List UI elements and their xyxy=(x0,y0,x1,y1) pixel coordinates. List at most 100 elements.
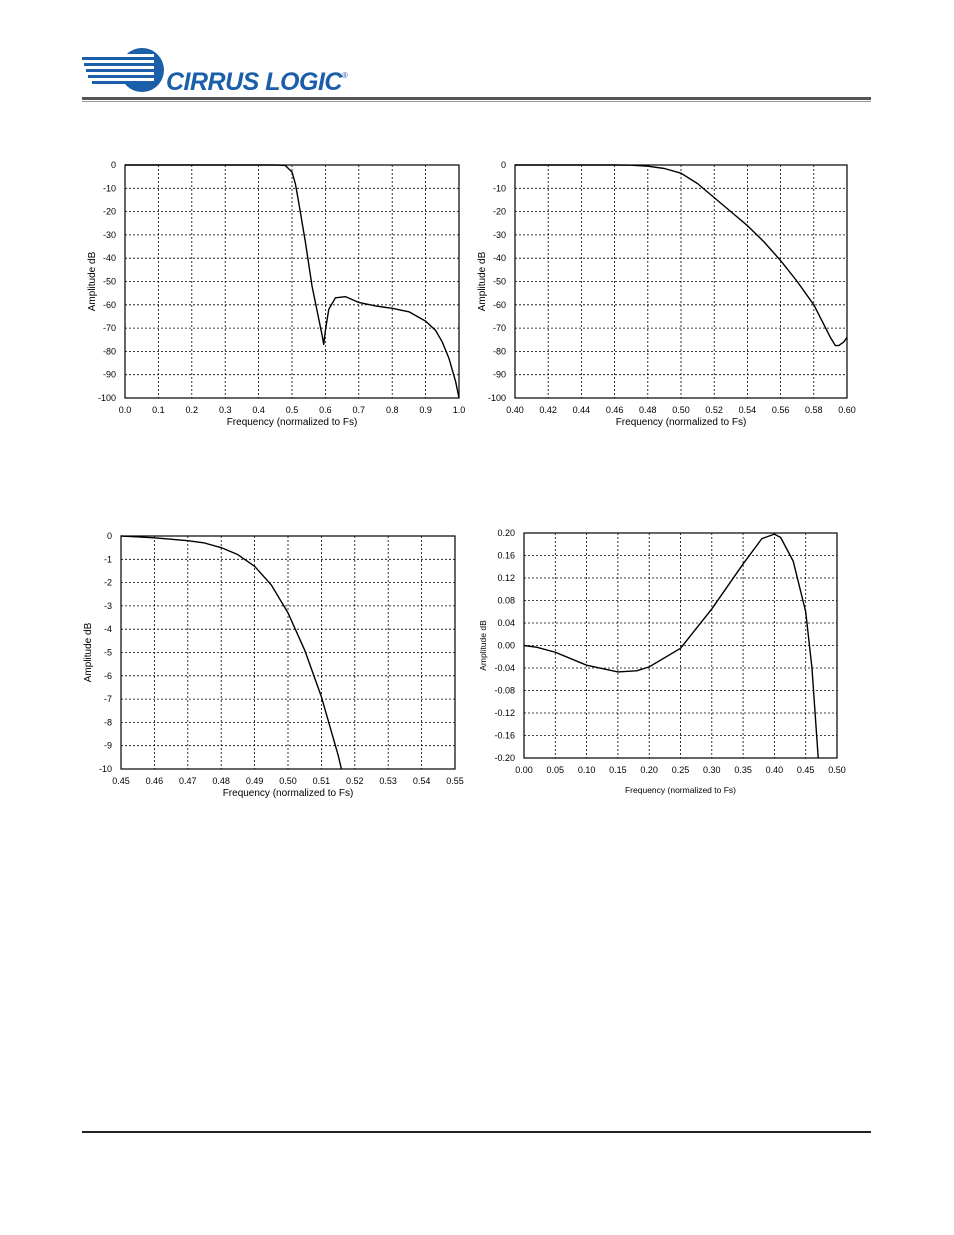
x-tick-label: 0.48 xyxy=(212,776,230,786)
x-tick-label: 0.54 xyxy=(413,776,431,786)
y-tick-label: 0.16 xyxy=(497,551,515,561)
y-axis-label: Amplitude dB xyxy=(83,622,94,682)
y-tick-label: -4 xyxy=(104,624,112,634)
x-tick-label: 0.4 xyxy=(252,405,265,415)
y-tick-label: -20 xyxy=(103,207,116,217)
plot-frame xyxy=(124,164,460,399)
y-tick-label: -20 xyxy=(493,207,506,217)
x-tick-label: 0.47 xyxy=(179,776,197,786)
x-axis-label: Frequency (normalized to Fs) xyxy=(223,788,354,799)
x-tick-label: 0.48 xyxy=(639,405,657,415)
x-tick-label: 0.44 xyxy=(573,405,591,415)
y-tick-label: 0 xyxy=(111,160,116,170)
x-tick-label: 0.52 xyxy=(705,405,723,415)
y-tick-label: -60 xyxy=(103,300,116,310)
y-tick-label: -30 xyxy=(493,230,506,240)
x-tick-label: 0.58 xyxy=(805,405,823,415)
page-header: CIRRUS LOGIC® xyxy=(0,0,954,110)
y-tick-label: -70 xyxy=(493,323,506,333)
x-tick-label: 0.05 xyxy=(547,765,565,775)
x-tick-label: 0.1 xyxy=(152,405,165,415)
x-tick-label: 0.46 xyxy=(606,405,624,415)
y-tick-label: -9 xyxy=(104,741,112,751)
x-tick-label: 0.2 xyxy=(186,405,199,415)
y-tick-label: -10 xyxy=(99,764,112,774)
x-axis-label: Frequency (normalized to Fs) xyxy=(227,417,358,428)
chart-transition-detail: 0.45 0.46 0.47 0.48 0.49 0.50 0.51 0.52 0.53 0.54… xyxy=(83,531,464,799)
y-tick-label: -60 xyxy=(493,300,506,310)
x-tick-label: 0.3 xyxy=(219,405,232,415)
y-tick-label: -90 xyxy=(493,370,506,380)
y-tick-label: -70 xyxy=(103,323,116,333)
y-tick-label: -90 xyxy=(103,370,116,380)
x-tick-label: 0.45 xyxy=(797,765,815,775)
grid-lines xyxy=(524,533,837,758)
cirrus-logic-logo xyxy=(82,48,164,92)
x-tick-label: 0.6 xyxy=(319,405,332,415)
chart-passband-full: 0.0 0.1 0.2 0.3 0.4 0.5 0.6 0.7 0.8 0.9 1.0 0 -10 -20… xyxy=(87,160,466,428)
y-tick-label: 0 xyxy=(501,160,506,170)
y-tick-label: -0.04 xyxy=(494,663,515,673)
y-tick-label: -80 xyxy=(103,346,116,356)
y-tick-label: 0.12 xyxy=(497,573,515,583)
y-tick-label: 0.20 xyxy=(497,528,515,538)
x-tick-label: 0.50 xyxy=(672,405,690,415)
y-tick-label: -0.08 xyxy=(494,686,515,696)
series-line xyxy=(125,164,460,399)
logo-swoosh-icon xyxy=(82,48,164,92)
header-rule-thin xyxy=(82,101,871,102)
chart-passband-ripple: 0.00 0.05 0.10 0.15 0.20 0.25 0.30 0.35 0.40 0.45… xyxy=(478,528,846,795)
brand-text-label: CIRRUS LOGIC xyxy=(166,68,342,96)
x-tick-label: 0.51 xyxy=(313,776,331,786)
plot-frame xyxy=(120,535,456,770)
x-tick-label: 0.54 xyxy=(739,405,757,415)
grid-lines xyxy=(121,536,455,769)
y-tick-label: -30 xyxy=(103,230,116,240)
grid-lines xyxy=(515,165,847,398)
y-tick-label: -0.12 xyxy=(494,708,515,718)
header-rule xyxy=(82,97,871,100)
x-tick-label: 1.0 xyxy=(453,405,466,415)
x-axis-label: Frequency (normalized to Fs) xyxy=(616,417,747,428)
x-tick-label: 0.7 xyxy=(353,405,366,415)
x-tick-label: 0.40 xyxy=(766,765,784,775)
y-tick-label: -0.16 xyxy=(494,731,515,741)
y-tick-label: -0.20 xyxy=(494,753,515,763)
y-tick-label: -7 xyxy=(104,694,112,704)
y-tick-label: 0 xyxy=(107,531,112,541)
y-tick-label: -1 xyxy=(104,554,112,564)
y-tick-label: -10 xyxy=(493,183,506,193)
y-tick-label: -100 xyxy=(98,393,116,403)
x-tick-label: 0.50 xyxy=(279,776,297,786)
x-tick-label: 0.35 xyxy=(734,765,752,775)
x-tick-label: 0.42 xyxy=(539,405,557,415)
brand-name: CIRRUS LOGIC® xyxy=(166,68,348,97)
x-tick-label: 0.5 xyxy=(286,405,299,415)
y-tick-label: -3 xyxy=(104,601,112,611)
y-tick-label: -80 xyxy=(493,346,506,356)
x-tick-label: 0.8 xyxy=(386,405,399,415)
y-tick-label: -8 xyxy=(104,717,112,727)
plot-frame xyxy=(514,164,848,399)
x-tick-label: 0.40 xyxy=(506,405,524,415)
grid-lines xyxy=(125,165,459,398)
y-tick-label: -2 xyxy=(104,578,112,588)
x-tick-label: 0.50 xyxy=(828,765,846,775)
series-line xyxy=(120,535,343,770)
y-axis-label: Amplitude dB xyxy=(478,620,488,671)
x-tick-label: 0.56 xyxy=(772,405,790,415)
x-tick-label: 0.00 xyxy=(515,765,533,775)
x-tick-label: 0.9 xyxy=(419,405,432,415)
y-tick-label: 0.08 xyxy=(497,596,515,606)
y-tick-label: -5 xyxy=(104,648,112,658)
y-tick-label: -100 xyxy=(488,393,506,403)
x-tick-label: 0.25 xyxy=(672,765,690,775)
x-tick-label: 0.15 xyxy=(609,765,627,775)
y-tick-label: -50 xyxy=(103,277,116,287)
y-tick-label: -6 xyxy=(104,671,112,681)
series-line xyxy=(515,164,848,347)
y-axis-label: Amplitude dB xyxy=(87,251,98,311)
x-tick-label: 0.20 xyxy=(640,765,658,775)
x-tick-label: 0.49 xyxy=(246,776,264,786)
x-tick-label: 0.53 xyxy=(379,776,397,786)
